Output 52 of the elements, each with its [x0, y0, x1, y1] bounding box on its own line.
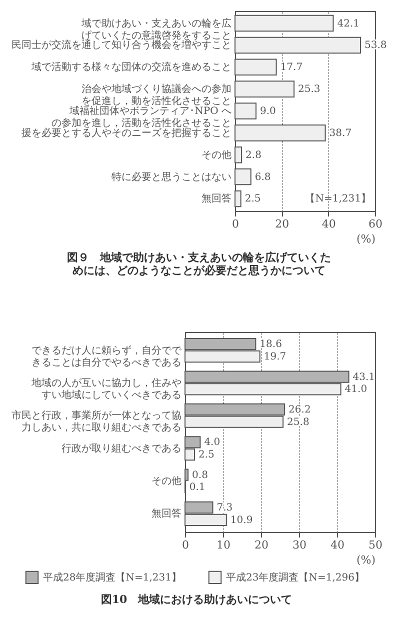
data-label: 17.7: [280, 62, 303, 74]
y-tick-label: 域福祉団体やボランティア･NPO への参加を進し，活動を活性化させること: [52, 105, 232, 129]
x-axis-title: (%): [356, 554, 376, 566]
data-label: 10.9: [230, 514, 253, 526]
data-label: 0.1: [189, 482, 206, 494]
y-tick-label: 民同士が交流を通して知り合う機会を増やすこと: [12, 39, 232, 52]
legend-label: 平成23年度調査【N=1,296】: [226, 571, 364, 584]
data-label: 41.0: [344, 384, 368, 396]
data-label: 25.8: [287, 416, 310, 428]
data-label: 2.8: [246, 150, 262, 161]
x-tick-label: 10: [216, 538, 230, 552]
y-tick-label: 無回答: [152, 508, 182, 520]
x-tick-label: 20: [254, 538, 268, 552]
data-label: 9.0: [260, 106, 276, 117]
x-axis-title: (%): [356, 232, 376, 246]
y-tick-label: 治会や地域づくり協議会への参加を促進し，動を活性化させること: [82, 83, 232, 108]
x-tick-label: 40: [330, 538, 344, 552]
x-tick-label: 30: [292, 538, 306, 552]
annotation: 【N=1,231】: [305, 192, 371, 205]
data-label: 0.8: [192, 470, 208, 481]
y-tick-label: その他: [202, 148, 232, 161]
y-tick-label: 援を必要とする人やそのニーズを把握すること: [22, 126, 232, 139]
data-label: 26.2: [288, 404, 311, 416]
text: 図９ 地域で助けあい・支えあいの輪を広げていくためには、どのようなことが必要だと思うかについて: [66, 251, 331, 277]
data-label: 42.1: [337, 18, 360, 30]
y-tick-label: 無回答: [202, 192, 232, 205]
x-tick-label: 60: [368, 218, 382, 230]
data-label: 19.7: [264, 351, 286, 362]
y-tick-label: 域で助けあい・支えあいの輪を広げていくたの意識啓発をすること: [80, 17, 232, 42]
y-tick-label: その他: [152, 475, 182, 488]
text: 図10 地域における助けあいについて: [100, 593, 292, 606]
y-tick-label: 域で活動する様々な団体の交流を進めること: [30, 61, 232, 74]
data-label: 43.1: [352, 372, 376, 383]
x-tick-label: 50: [368, 538, 382, 552]
data-label: 7.3: [216, 502, 233, 514]
y-tick-label: 行政が取り組むべきである: [62, 443, 182, 454]
data-label: 25.3: [298, 84, 320, 96]
data-label: 4.0: [204, 437, 220, 448]
x-tick-label: 40: [322, 218, 336, 230]
data-label: 6.8: [254, 172, 271, 183]
data-label: 38.7: [329, 128, 352, 139]
x-tick-label: 0: [182, 538, 189, 552]
y-tick-label: 特に必要と思うことはない: [112, 170, 232, 183]
x-tick-label: 0: [232, 218, 239, 230]
data-label: 2.5: [244, 194, 261, 205]
x-tick-label: 20: [275, 218, 290, 230]
data-label: 18.6: [260, 339, 282, 350]
y-tick-label: できるだけ人に頼らず，自分でできることは自分でやるべきである: [32, 344, 182, 368]
y-tick-label: 市民と行政，事業所が一体となって協力しあい，共に取り組むべきである: [12, 410, 182, 434]
y-tick-label: 地域の人が互いに協力し，住みやすい地域にしていくべきである: [30, 376, 182, 401]
legend-label: 平成28年度調査【N=1,231】: [43, 571, 182, 584]
data-label: 2.5: [198, 450, 214, 461]
